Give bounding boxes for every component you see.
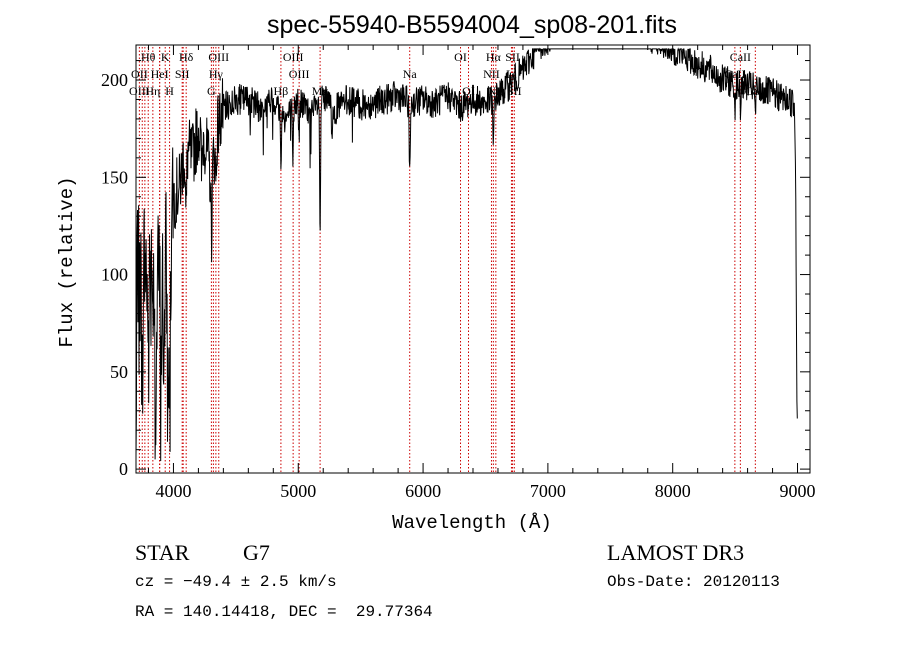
line-label: OIII (208, 50, 229, 64)
spectrum-line (135, 47, 798, 462)
survey-name: LAMOST DR3 (607, 540, 745, 565)
line-label: OII (131, 67, 148, 81)
line-label: OIII (289, 67, 310, 81)
sky-coordinates: RA = 140.14418, DEC = 29.77364 (135, 603, 433, 621)
line-label: OIII (129, 84, 150, 98)
x-tick-label: 7000 (530, 481, 566, 501)
x-tick-label: 9000 (780, 481, 816, 501)
emission-line-markers (138, 47, 756, 473)
line-label: OIII (283, 50, 304, 64)
line-label: Hδ (179, 50, 194, 64)
line-label: Hα (486, 50, 502, 64)
line-label: CaII (730, 50, 751, 64)
line-label: Li (506, 67, 517, 81)
y-axis-title: Flux (relative) (56, 176, 78, 347)
line-label: Hη (145, 84, 160, 98)
y-tick-label: 150 (101, 167, 128, 187)
line-label: Hγ (209, 67, 224, 81)
line-label: G (207, 84, 216, 98)
x-tick-label: 6000 (405, 481, 441, 501)
spectrum-chart: spec-55940-B5594004_sp08-201.fits Hθ K Hδ O… (56, 11, 816, 534)
line-label: Hθ (141, 50, 156, 64)
observation-date: Obs-Date: 20120113 (607, 573, 780, 591)
line-label: OI (454, 50, 467, 64)
line-label: Na (403, 67, 418, 81)
line-label: NII (483, 67, 500, 81)
x-tick-label: 5000 (280, 481, 316, 501)
x-tick-label: 8000 (655, 481, 691, 501)
line-label: Hβ (274, 84, 289, 98)
line-label: SII (175, 67, 190, 81)
redshift-velocity: cz = −49.4 ± 2.5 km/s (135, 573, 337, 591)
x-tick-label: 4000 (155, 481, 191, 501)
y-tick-label: 200 (101, 70, 128, 90)
line-label: HeI (151, 67, 169, 81)
chart-title: spec-55940-B5594004_sp08-201.fits (267, 11, 677, 39)
line-label: K (161, 50, 170, 64)
y-tick-label: 100 (101, 265, 128, 285)
object-subclass: G7 (243, 540, 270, 565)
y-tick-label: 0 (119, 459, 128, 479)
axis-ticks: 4000 5000 6000 7000 8000 9000 0 50 100 150 200 (101, 45, 816, 501)
x-axis-title: Wavelength (Å) (392, 512, 552, 534)
y-tick-label: 50 (110, 362, 128, 382)
line-label: SII (505, 50, 520, 64)
line-label: H (165, 84, 174, 98)
object-type: STAR (135, 540, 190, 565)
